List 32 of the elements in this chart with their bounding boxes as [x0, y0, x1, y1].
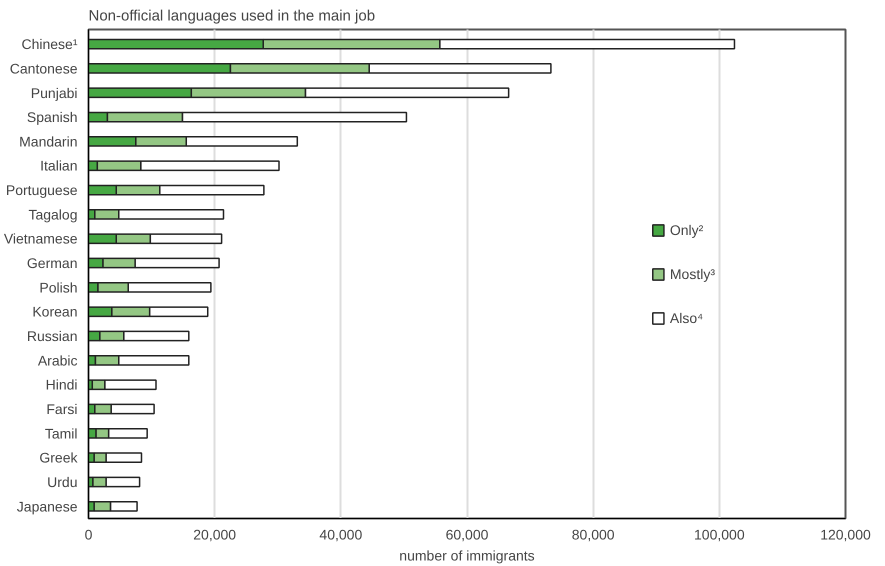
y-tick-label: Vietnamese: [4, 230, 78, 247]
legend-label: Only²: [670, 222, 704, 238]
y-tick-label: Punjabi: [30, 84, 78, 101]
chart-title: Non-official languages used in the main job: [88, 8, 376, 24]
x-tick-label: 80,000: [572, 526, 615, 542]
x-tick-label: 20,000: [193, 526, 236, 542]
x-tick-label: 120,000: [820, 526, 872, 542]
y-tick-label: Greek: [39, 450, 78, 466]
y-tick-label: Tamil: [44, 425, 78, 442]
y-tick-label: Italian: [40, 158, 78, 174]
x-tick-label: 100,000: [694, 526, 745, 542]
y-tick-label: Portuguese: [6, 182, 78, 198]
y-tick-label: Japanese: [16, 498, 78, 514]
y-tick-label: German: [26, 255, 78, 272]
y-tick-label: Arabic: [38, 352, 78, 368]
y-tick-label: Chinese¹: [21, 36, 78, 52]
legend-label: Mostly³: [670, 266, 715, 282]
y-tick-label: Tagalog: [28, 206, 78, 222]
y-tick-label: Korean: [32, 304, 78, 320]
y-tick-label: Cantonese: [10, 60, 78, 76]
y-tick-label: Hindi: [46, 376, 78, 393]
y-tick-label: Spanish: [26, 109, 78, 126]
y-tick-label: Mandarin: [19, 133, 78, 150]
x-tick-label: 40,000: [319, 526, 362, 542]
y-tick-label: Urdu: [47, 474, 78, 490]
legend-label: Also⁴: [670, 310, 704, 326]
x-tick-label: 0: [84, 526, 93, 542]
y-tick-label: Farsi: [46, 401, 78, 418]
y-tick-label: Russian: [26, 328, 78, 344]
y-tick-label: Polish: [39, 279, 78, 296]
x-tick-label: 60,000: [446, 526, 489, 542]
x-axis-title: number of immigrants: [399, 548, 535, 564]
